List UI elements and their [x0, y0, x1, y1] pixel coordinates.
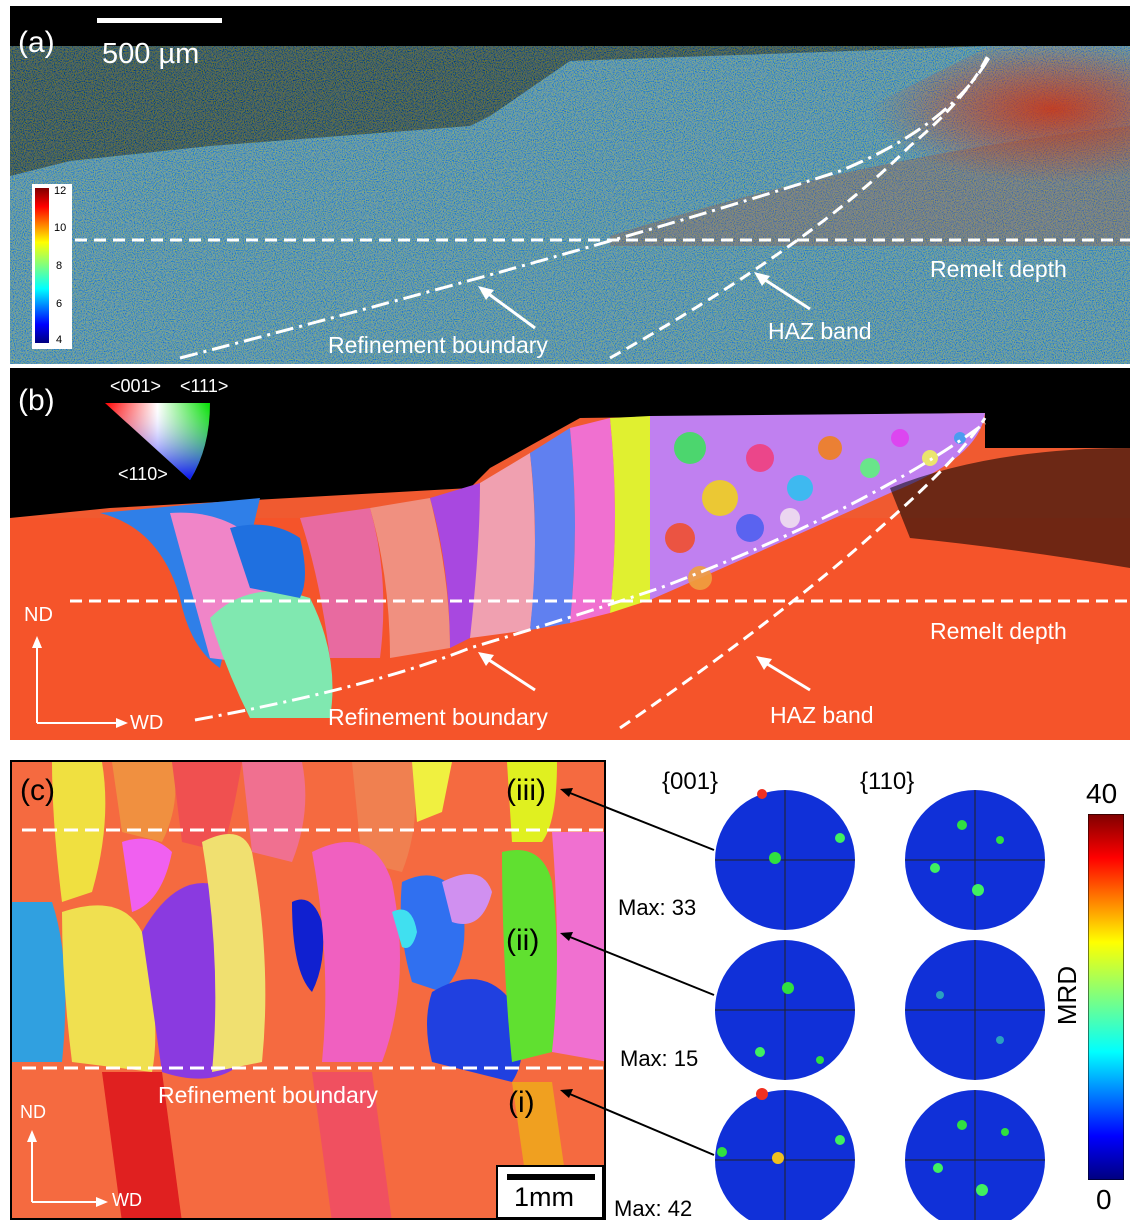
haz-band-label-a: HAZ band: [768, 318, 872, 344]
pf-row-iii-001: [715, 789, 855, 930]
panel-b-map: [10, 403, 1130, 740]
refinement-boundary-label-a: Refinement boundary: [328, 332, 548, 358]
mrd-title: MRD: [1052, 965, 1083, 1026]
scale-bar-a-label: 500 µm: [102, 38, 200, 70]
ipf-001-label: <001>: [110, 376, 162, 396]
panel-a: (a) 500 µm 12 10 8 6 4 Remelt depth Refi…: [10, 6, 1130, 364]
pf-row-ii-110: [905, 940, 1045, 1080]
colorbar-a-tick-4: 4: [56, 334, 63, 346]
region-iii-label: (iii): [506, 774, 546, 807]
panel-c-label: (c): [20, 774, 55, 807]
haz-band-line-b: [619, 417, 987, 730]
remelt-depth-label-a: Remelt depth: [930, 256, 1067, 282]
refinement-arrow: [485, 290, 536, 330]
pf-max-i: Max: 42: [614, 1196, 693, 1221]
remelt-depth-label-b: Remelt depth: [930, 618, 1067, 644]
wd-label-c: WD: [112, 1190, 142, 1210]
refinement-boundary-line-b: [194, 421, 986, 722]
refinement-arrow-b: [485, 656, 536, 692]
colorbar-a-tick-8: 8: [56, 260, 63, 272]
pf-row-iii-110: [905, 790, 1045, 930]
haz-arrow: [761, 276, 811, 311]
ipf-110-label: <110>: [118, 464, 168, 484]
pf-max-ii: Max: 15: [620, 1046, 699, 1071]
refinement-boundary-line: [179, 55, 992, 360]
region-ii-label: (ii): [506, 924, 540, 957]
pf-row-i-001: [715, 1088, 855, 1220]
nd-label-b: ND: [24, 604, 53, 626]
mrd-colorbar: [1088, 814, 1124, 1180]
panel-a-label: (a): [18, 26, 55, 59]
panel-b-label: (b): [18, 384, 55, 417]
ipf-triangle: [105, 403, 210, 480]
pole-figures: [715, 789, 1045, 1220]
scale-bar-c-label: 1mm: [514, 1182, 574, 1212]
panel-b: (b) <001> <111> <110> Remelt depth Refin…: [10, 368, 1130, 740]
mrd-bottom-label: 0: [1096, 1184, 1112, 1215]
pf-max-iii: Max: 33: [618, 895, 697, 920]
refinement-boundary-label-c: Refinement boundary: [158, 1082, 378, 1108]
colorbar-a-tick-10: 10: [54, 222, 67, 234]
pf-row-ii-001: [715, 940, 855, 1080]
colorbar-a-tick-6: 6: [56, 298, 63, 310]
panel-c: (c) (iii) (ii) (i) Refinement boundary N…: [10, 760, 606, 1220]
refinement-boundary-label-b: Refinement boundary: [328, 704, 548, 730]
haz-arrow-b: [763, 660, 811, 692]
scale-bar-a: [97, 18, 222, 23]
mrd-top-label: 40: [1086, 778, 1118, 809]
colorbar-a-tick-12: 12: [54, 185, 67, 197]
scale-bar-c: [507, 1174, 595, 1180]
panel-c-map: [12, 762, 604, 1218]
region-i-label: (i): [508, 1086, 535, 1119]
panel-a-map: [10, 18, 1130, 364]
pf-header-110: {110}: [860, 768, 915, 795]
ipf-111-label: <111>: [180, 376, 229, 396]
haz-band-line: [609, 50, 992, 360]
haz-band-label-b: HAZ band: [770, 702, 874, 728]
pf-header-001: {001}: [662, 768, 719, 795]
nd-label-c: ND: [20, 1102, 46, 1122]
wd-label-b: WD: [130, 712, 164, 734]
pf-row-i-110: [905, 1090, 1045, 1220]
